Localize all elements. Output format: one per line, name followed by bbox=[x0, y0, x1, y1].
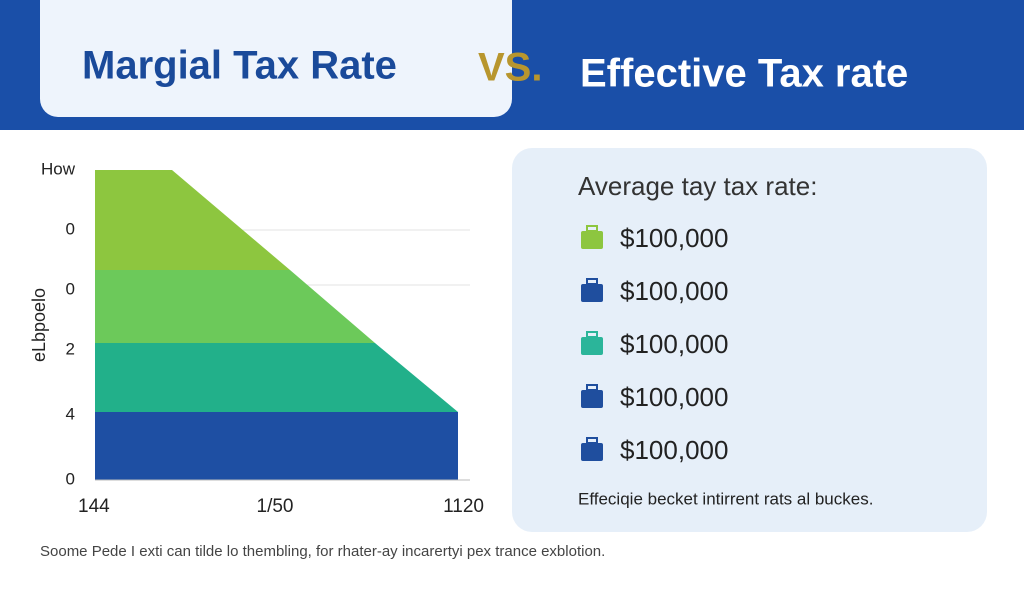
title-right: Effective Tax rate bbox=[580, 52, 908, 96]
legend-label: $100,000 bbox=[620, 382, 728, 412]
x-tick-label: 1120 bbox=[443, 496, 484, 517]
legend-label: $100,000 bbox=[620, 329, 728, 359]
legend-label: $100,000 bbox=[620, 276, 728, 306]
legend-icon-handle bbox=[586, 278, 598, 285]
panel-heading: Average tay tax rate: bbox=[578, 171, 817, 201]
vs: VS. bbox=[478, 46, 542, 90]
legend-icon-handle bbox=[586, 331, 598, 338]
legend-icon-handle bbox=[586, 225, 598, 232]
footer-text: Soome Pede I exti can tilde lo thembling… bbox=[40, 543, 605, 560]
area-band bbox=[95, 170, 290, 270]
legend-icon bbox=[581, 390, 603, 408]
header-box bbox=[40, 0, 512, 117]
panel-note: Effeciqie becket intirrent rats al bucke… bbox=[578, 489, 873, 508]
y-tick-label: 0 bbox=[66, 279, 75, 298]
legend-label: $100,000 bbox=[620, 223, 728, 253]
legend-icon bbox=[581, 284, 603, 302]
legend-icon-handle bbox=[586, 384, 598, 391]
y-tick-label: 2 bbox=[66, 339, 75, 358]
y-tick-label: 0 bbox=[66, 469, 75, 488]
legend-icon bbox=[581, 443, 603, 461]
y-tick-label: 0 bbox=[66, 219, 75, 238]
x-tick-label: 1/50 bbox=[257, 496, 294, 517]
chart: eLbpoelo bbox=[29, 170, 470, 481]
y-axis-label: eLbpoelo bbox=[29, 288, 49, 362]
legend-panel bbox=[512, 148, 987, 532]
legend-icon bbox=[581, 231, 603, 249]
title-left: Margial Tax Rate bbox=[82, 44, 397, 88]
area-band bbox=[95, 412, 458, 480]
legend-icon-handle bbox=[586, 437, 598, 444]
legend-label: $100,000 bbox=[620, 435, 728, 465]
legend-icon bbox=[581, 337, 603, 355]
y-tick-label: How bbox=[41, 159, 76, 178]
y-tick-label: 4 bbox=[66, 404, 75, 423]
area-band bbox=[95, 270, 375, 343]
x-tick-label: 144 bbox=[78, 496, 110, 517]
area-band bbox=[95, 343, 458, 412]
